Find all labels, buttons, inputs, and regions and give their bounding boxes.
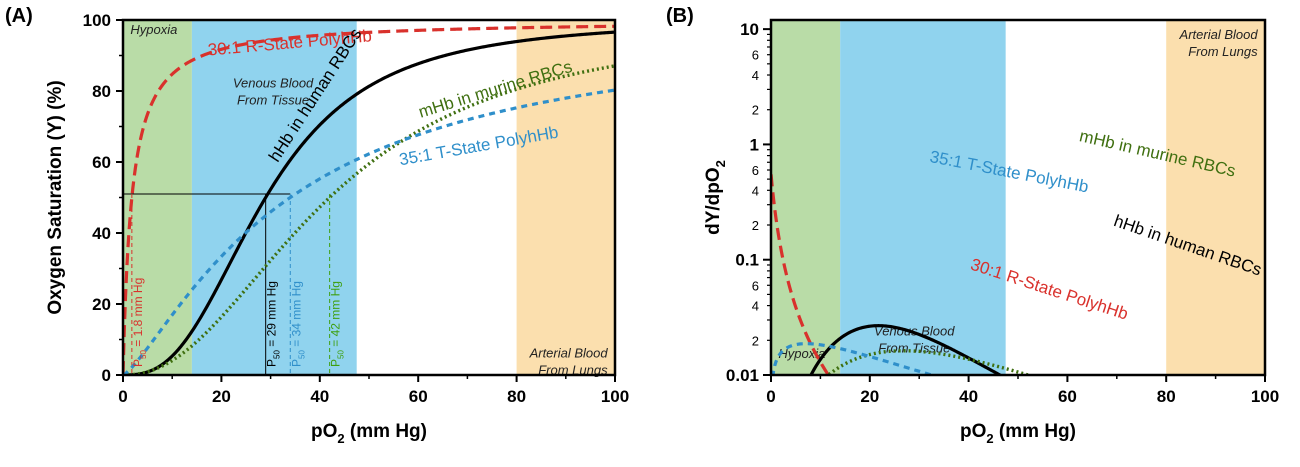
p50-label-42: P50 = 42 mm Hg bbox=[329, 281, 346, 367]
y-minor-tick-label: 2 bbox=[752, 103, 759, 118]
region-band-hypoxia bbox=[771, 20, 841, 375]
p50-label-subscript: 50 bbox=[297, 350, 306, 359]
p50-label-subscript: 50 bbox=[337, 350, 346, 359]
plot-area bbox=[123, 24, 615, 375]
y-minor-tick-label: 4 bbox=[752, 68, 759, 83]
region-label-venous-blood: Venous Blood bbox=[233, 75, 314, 90]
y-tick-label-100: 100 bbox=[83, 11, 111, 30]
y-tick-label-0: 0 bbox=[102, 366, 111, 385]
p50-label-value: = 1.8 mm Hg bbox=[131, 278, 145, 350]
series-line-hhb-in-human-rbcs bbox=[123, 30, 615, 375]
region-label-arterial-blood: Arterial Blood bbox=[1179, 27, 1259, 42]
y-minor-tick-label: 6 bbox=[752, 278, 759, 293]
x-tick-label-100: 100 bbox=[601, 387, 629, 406]
x-tick-label-40: 40 bbox=[959, 387, 978, 406]
p50-label-34: P50 = 34 mm Hg bbox=[289, 281, 306, 367]
region-label-from-tissue: From Tissue bbox=[237, 92, 309, 107]
p50-label-subscript: 50 bbox=[139, 350, 148, 359]
y-axis-label-main: dY/dpO bbox=[703, 167, 724, 235]
x-tick-label-60: 60 bbox=[1058, 387, 1077, 406]
series-line-35-1-t-state-polyhhb bbox=[771, 342, 937, 375]
series-line-mhb-in-murine-rbcs bbox=[123, 64, 615, 375]
y-minor-tick-label: 2 bbox=[752, 333, 759, 348]
p50-label-value: = 42 mm Hg bbox=[329, 281, 343, 350]
x-axis-label-units: (mm Hg) bbox=[994, 421, 1076, 442]
y-tick-label-80: 80 bbox=[92, 82, 111, 101]
p50-label-value: = 34 mm Hg bbox=[289, 281, 303, 350]
y-tick-label-40: 40 bbox=[92, 224, 111, 243]
x-tick-label-100: 100 bbox=[1251, 387, 1279, 406]
p50-label-subscript: 50 bbox=[273, 350, 282, 359]
series-line-hhb-in-human-rbcs bbox=[809, 324, 1004, 375]
x-axis-label-subscript: 2 bbox=[337, 431, 344, 446]
panel-a: Hypoxia Venous Blood From Tissue Arterial B… bbox=[5, 5, 629, 446]
p50-label-p: P bbox=[131, 359, 145, 367]
x-tick-label-0: 0 bbox=[118, 387, 127, 406]
p50-label-p: P bbox=[289, 359, 303, 367]
p50-label-value: = 29 mm Hg bbox=[265, 281, 279, 350]
x-tick-label-40: 40 bbox=[310, 387, 329, 406]
y-tick-label-1: 1 bbox=[750, 135, 759, 154]
y-minor-tick-label: 4 bbox=[752, 183, 759, 198]
region-label-hypoxia: Hypoxia bbox=[130, 22, 177, 37]
y-minor-tick-label: 6 bbox=[752, 163, 759, 178]
x-axis-label-main: pO bbox=[311, 421, 337, 442]
region-band-hypoxia bbox=[123, 20, 192, 375]
region-label-from-lungs: From Lungs bbox=[1188, 44, 1258, 59]
x-tick-label-0: 0 bbox=[766, 387, 775, 406]
y-tick-label-0-01: 0.01 bbox=[726, 366, 759, 385]
y-minor-tick-label: 4 bbox=[752, 299, 759, 314]
series-line-mhb-in-murine-rbcs bbox=[825, 349, 1035, 375]
region-band-venous-blood-from-tissue bbox=[840, 20, 1006, 375]
x-tick-label-60: 60 bbox=[409, 387, 428, 406]
p50-label-p: P bbox=[265, 359, 279, 367]
series-line-35-1-t-state-polyhhb bbox=[123, 88, 615, 375]
x-tick-label-20: 20 bbox=[212, 387, 231, 406]
y-tick-label-10: 10 bbox=[740, 20, 759, 39]
region-label-from-lungs: From Lungs bbox=[538, 362, 608, 377]
y-axis-label: dY/dpO2 bbox=[703, 160, 728, 235]
x-tick-label-80: 80 bbox=[1157, 387, 1176, 406]
y-axis-label: Oxygen Saturation (Y) (%) bbox=[45, 80, 66, 314]
p50-label-p: P bbox=[329, 359, 343, 367]
y-tick-label-0-1: 0.1 bbox=[735, 251, 759, 270]
x-axis-label: pO2 (mm Hg) bbox=[311, 421, 427, 446]
y-axis-label-subscript: 2 bbox=[713, 160, 728, 167]
series-line-30-1-r-state-polyhhb bbox=[123, 24, 615, 374]
x-axis-label: pO2 (mm Hg) bbox=[960, 421, 1076, 446]
region-band-arterial-blood-from-lungs bbox=[1166, 20, 1265, 375]
y-minor-tick-label: 2 bbox=[752, 218, 759, 233]
plot-area bbox=[771, 174, 1035, 375]
region-label-from-tissue: From Tissue bbox=[878, 341, 950, 356]
x-tick-label-80: 80 bbox=[507, 387, 526, 406]
panel-label-a: (A) bbox=[5, 5, 33, 27]
y-tick-label-20: 20 bbox=[92, 295, 111, 314]
panel-label-b: (B) bbox=[666, 5, 694, 27]
region-label-arterial-blood: Arterial Blood bbox=[529, 345, 609, 360]
x-axis-label-subscript: 2 bbox=[986, 431, 993, 446]
y-minor-tick-label: 6 bbox=[752, 48, 759, 63]
x-axis-label-units: (mm Hg) bbox=[345, 421, 427, 442]
x-axis-label-main: pO bbox=[960, 421, 986, 442]
x-tick-label-20: 20 bbox=[860, 387, 879, 406]
region-band-arterial-blood-from-lungs bbox=[516, 20, 615, 375]
p50-label-29: P50 = 29 mm Hg bbox=[265, 281, 282, 367]
y-tick-label-60: 60 bbox=[92, 153, 111, 172]
p50-label-1-8: P50 = 1.8 mm Hg bbox=[131, 278, 148, 367]
